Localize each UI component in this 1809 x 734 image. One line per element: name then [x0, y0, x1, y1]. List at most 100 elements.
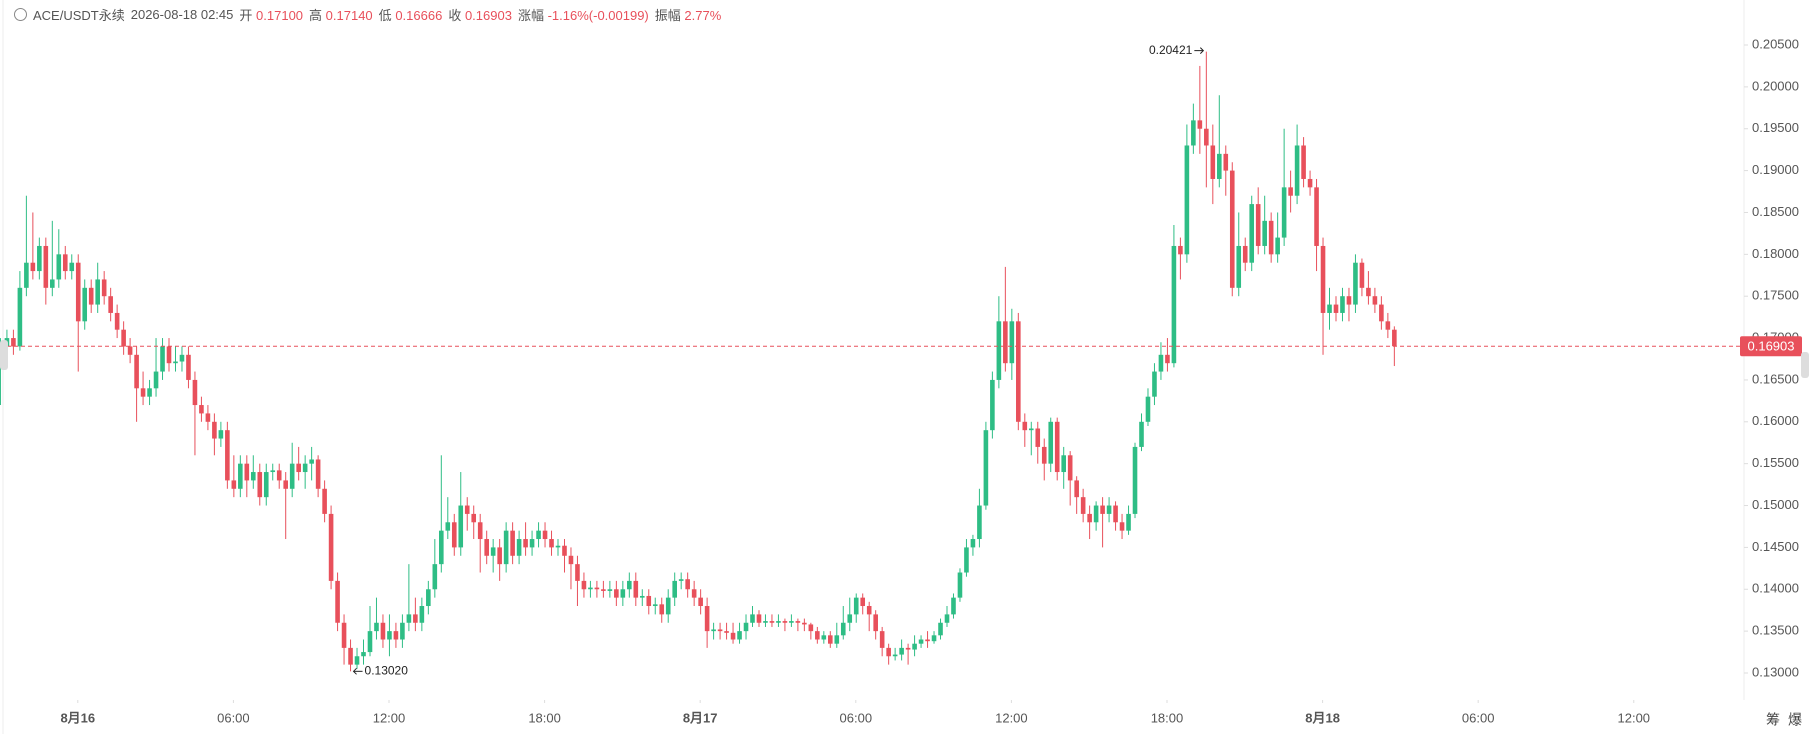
candle-body — [69, 262, 75, 272]
candle-body — [302, 463, 308, 473]
candle-body — [1054, 421, 1060, 473]
candle-body — [406, 614, 412, 623]
candle-body — [205, 413, 211, 422]
candle-body — [808, 624, 814, 632]
candle-body — [289, 463, 295, 489]
candle-body — [639, 595, 645, 598]
candle-body — [990, 379, 995, 431]
candle-body — [225, 430, 230, 481]
symbol: ACE/USDT永续 — [33, 8, 125, 23]
candle-body — [56, 254, 62, 280]
candle-body — [750, 614, 755, 623]
y-tick-label: 0.13500 — [1752, 623, 1799, 638]
candle-body — [886, 647, 891, 657]
candle-body — [834, 635, 840, 644]
candle-body — [134, 354, 139, 389]
candle-body — [912, 643, 917, 650]
candle-body — [555, 545, 561, 548]
candle-body — [503, 530, 509, 565]
candle-body — [471, 513, 477, 523]
candle-body — [1093, 505, 1099, 523]
toolbar-button[interactable]: 筹 — [1766, 712, 1780, 728]
candle-body — [1119, 522, 1125, 531]
candle-body — [484, 539, 489, 556]
field: 高 0.17140 — [309, 5, 373, 24]
candle-body — [270, 470, 276, 473]
candle-body — [367, 631, 373, 653]
candle-body — [335, 580, 340, 623]
candle-body — [659, 604, 665, 615]
candle-body — [1223, 153, 1229, 171]
candle-body — [769, 621, 775, 623]
candle-body — [393, 631, 399, 640]
candle-body — [704, 606, 710, 632]
candle-body — [1113, 505, 1118, 523]
x-tick-label: 8月17 — [683, 710, 718, 725]
candle-body — [1106, 505, 1112, 514]
candle-body — [1255, 204, 1261, 246]
candle-body — [37, 245, 42, 272]
candle-body — [795, 621, 801, 623]
candle-body — [361, 652, 366, 657]
candle-body — [192, 379, 198, 406]
candle-body — [95, 279, 100, 305]
candle-body — [1366, 287, 1371, 297]
candle-body — [698, 597, 703, 607]
y-tick-label: 0.13000 — [1752, 664, 1799, 679]
candle-body — [387, 631, 392, 640]
candle-body — [860, 597, 866, 607]
candle-body — [821, 635, 827, 640]
x-tick-label: 18:00 — [528, 710, 561, 725]
candle-body — [199, 405, 204, 414]
candle-body — [348, 647, 353, 665]
candle-body — [296, 463, 301, 473]
candle-body — [322, 488, 327, 514]
candle-body — [1307, 178, 1313, 188]
candle-body — [1009, 321, 1015, 364]
candle-body — [426, 589, 431, 607]
candle-body — [866, 606, 872, 615]
candle-body — [114, 312, 120, 330]
toolbar-button[interactable]: 爆 — [1788, 712, 1802, 728]
candle-body — [75, 262, 81, 322]
candle-body — [1139, 421, 1144, 447]
candle-body — [711, 629, 716, 632]
bar-time: 2026-08-18 02:45 — [130, 7, 234, 22]
y-tick-label: 0.18500 — [1752, 204, 1799, 219]
candle-body — [147, 388, 152, 397]
candle-body — [153, 371, 159, 389]
y-tick-label: 0.14000 — [1752, 581, 1799, 596]
candle-body — [1158, 354, 1164, 372]
candle-body — [568, 555, 574, 565]
candle-body — [1152, 371, 1157, 397]
candle-body — [614, 589, 619, 598]
candle-body — [380, 622, 386, 640]
candle-body — [646, 595, 652, 607]
last-price-tag — [1740, 336, 1802, 357]
candle-body — [490, 547, 496, 556]
candle-body — [257, 472, 263, 498]
candle-body — [828, 635, 833, 644]
candle-body — [575, 564, 580, 581]
candle-body — [88, 287, 94, 305]
collapse-icon[interactable] — [14, 8, 27, 21]
candle-body — [439, 530, 444, 565]
candle-body — [1359, 262, 1365, 288]
candle-body — [140, 388, 146, 397]
candle-body — [802, 622, 807, 625]
candle-body — [238, 463, 243, 489]
candle-body — [30, 262, 36, 272]
candle-body — [218, 430, 224, 439]
candle-body — [24, 262, 29, 288]
candle-body — [283, 480, 289, 489]
candle-body — [1314, 187, 1319, 246]
y-tick-label: 0.16500 — [1752, 371, 1799, 386]
candle-body — [1184, 145, 1190, 255]
candle-body — [977, 505, 982, 540]
candle-body — [918, 639, 924, 644]
candle-body — [166, 346, 172, 364]
candle-body — [62, 254, 68, 272]
y-tick-label: 0.18000 — [1752, 246, 1799, 261]
field-name: 振幅 — [654, 8, 681, 23]
